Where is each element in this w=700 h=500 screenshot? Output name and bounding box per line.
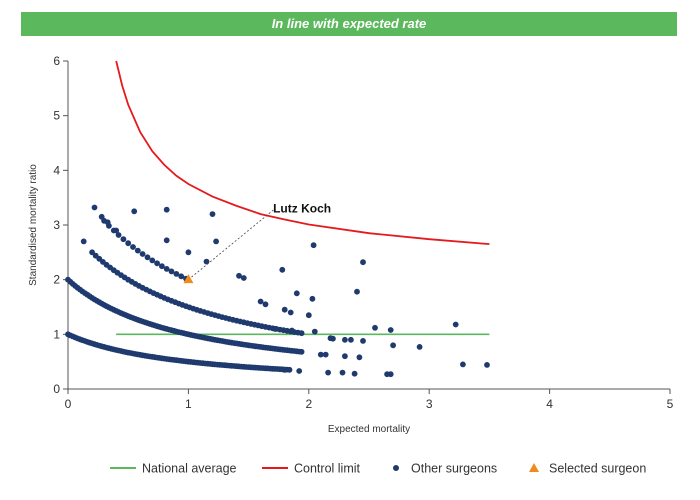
surgeon-point[interactable] — [144, 254, 151, 261]
surgeon-point[interactable] — [298, 330, 305, 337]
status-banner: In line with expected rate — [21, 12, 677, 36]
y-tick-label: 0 — [53, 382, 60, 396]
legend-label: Control limit — [294, 462, 361, 476]
legend-label: Other surgeons — [411, 462, 497, 476]
selected-surgeon-label: Lutz Koch — [273, 202, 331, 216]
x-tick-label: 4 — [546, 397, 553, 411]
selected-surgeon-group[interactable]: Lutz Koch — [183, 202, 331, 284]
surgeon-point[interactable] — [330, 335, 336, 342]
surgeon-point[interactable] — [322, 351, 329, 358]
y-tick-label: 6 — [53, 54, 60, 68]
surgeon-point[interactable] — [120, 236, 127, 243]
surgeon-point[interactable] — [213, 238, 220, 245]
surgeon-point[interactable] — [387, 327, 394, 333]
y-tick-label: 5 — [53, 109, 60, 123]
surgeon-point[interactable] — [240, 275, 247, 281]
surgeon-point[interactable] — [286, 366, 293, 373]
surgeon-point[interactable] — [209, 211, 216, 218]
surgeon-point[interactable] — [325, 369, 331, 376]
surgeon-point[interactable] — [317, 351, 324, 358]
surgeon-point[interactable] — [178, 273, 185, 280]
surgeon-point[interactable] — [257, 298, 264, 305]
surgeon-point[interactable] — [351, 370, 358, 377]
surgeon-point[interactable] — [390, 342, 396, 349]
surgeon-point[interactable] — [98, 213, 105, 220]
surgeon-point[interactable] — [134, 247, 141, 254]
surgeon-point[interactable] — [149, 257, 156, 264]
surgeon-point[interactable] — [125, 240, 132, 247]
x-tick-label: 0 — [65, 397, 72, 411]
reference-lines — [115, 60, 490, 336]
surgeon-point[interactable] — [203, 258, 210, 265]
surgeon-point[interactable] — [163, 266, 170, 272]
surgeon-point[interactable] — [298, 348, 305, 355]
legend-label: National average — [142, 462, 237, 476]
surgeon-point[interactable] — [342, 336, 348, 343]
surgeon-point[interactable] — [354, 288, 360, 295]
surgeon-point[interactable] — [185, 249, 192, 256]
surgeon-point[interactable] — [168, 268, 175, 275]
surgeon-point[interactable] — [372, 324, 378, 331]
surgeon-point[interactable] — [305, 312, 312, 319]
surgeon-point[interactable] — [309, 295, 316, 302]
surgeon-point[interactable] — [173, 271, 180, 277]
surgeon-point[interactable] — [293, 290, 300, 297]
other-surgeons-points[interactable] — [65, 204, 490, 378]
surgeon-point[interactable] — [356, 354, 363, 361]
y-tick-label: 2 — [53, 273, 60, 287]
legend-swatch-triangle — [529, 463, 539, 472]
surgeon-point[interactable] — [89, 249, 95, 256]
x-tick-label: 2 — [305, 397, 312, 411]
surgeon-point[interactable] — [159, 263, 165, 270]
surgeon-point[interactable] — [139, 251, 146, 257]
control-limit-line — [115, 60, 490, 245]
legend: National average Control limit Other surge… — [110, 462, 646, 476]
selected-surgeon-marker[interactable] — [183, 274, 194, 284]
surgeon-point[interactable] — [348, 336, 354, 343]
surgeon-point[interactable] — [339, 369, 346, 376]
surgeon-point[interactable] — [163, 206, 170, 213]
surgeon-point[interactable] — [272, 326, 278, 332]
y-tick-label: 4 — [53, 163, 60, 177]
surgeon-point[interactable] — [236, 272, 242, 279]
y-tick-label: 1 — [53, 327, 60, 341]
x-tick-label: 1 — [185, 397, 192, 411]
surgeon-point[interactable] — [115, 232, 122, 238]
surgeon-point[interactable] — [310, 242, 317, 249]
x-tick-label: 3 — [426, 397, 433, 411]
surgeon-point[interactable] — [296, 368, 303, 374]
x-tick-label: 5 — [667, 397, 674, 411]
y-axis-title: Standardised mortality ratio — [28, 164, 39, 286]
surgeon-point[interactable] — [131, 208, 138, 215]
surgeon-point[interactable] — [279, 266, 286, 273]
surgeon-point[interactable] — [163, 237, 170, 244]
surgeon-point[interactable] — [484, 362, 490, 368]
surgeon-point[interactable] — [80, 238, 87, 245]
x-axis-title: Expected mortality — [328, 424, 410, 435]
surgeon-point[interactable] — [113, 227, 120, 234]
annotation-leader-line — [188, 208, 276, 280]
surgeon-point[interactable] — [104, 219, 111, 226]
y-tick-label: 3 — [53, 218, 60, 232]
surgeon-point[interactable] — [262, 301, 269, 308]
surgeon-point[interactable] — [342, 353, 348, 360]
y-axis-title-group: Standardised mortality ratio — [28, 164, 39, 286]
surgeon-point[interactable] — [281, 306, 288, 313]
surgeon-point[interactable] — [360, 259, 366, 266]
surgeon-point[interactable] — [452, 321, 459, 328]
surgeon-point[interactable] — [154, 260, 161, 267]
surgeon-point[interactable] — [311, 328, 318, 335]
surgeon-point[interactable] — [289, 327, 295, 334]
surgeon-point[interactable] — [91, 204, 98, 211]
legend-label: Selected surgeon — [549, 462, 646, 476]
surgeon-point[interactable] — [130, 244, 136, 250]
surgeon-point[interactable] — [287, 309, 294, 316]
surgeon-point[interactable] — [387, 371, 394, 378]
legend-swatch-dot — [393, 465, 399, 471]
surgeon-point[interactable] — [281, 367, 288, 373]
surgeon-point[interactable] — [460, 361, 466, 368]
surgeon-point[interactable] — [360, 338, 366, 344]
surgeon-point[interactable] — [416, 344, 423, 350]
